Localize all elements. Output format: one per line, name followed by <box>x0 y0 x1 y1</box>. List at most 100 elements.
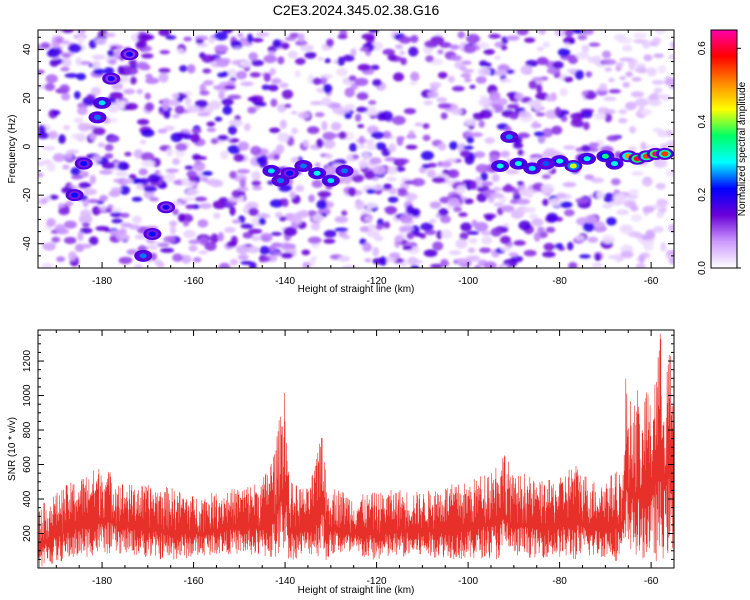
spectrogram-noise-cell <box>546 212 559 223</box>
spectrogram-feature-core <box>139 253 147 259</box>
spectrogram-noise-cell <box>236 186 249 192</box>
spectrogram-y-tick-label: 20 <box>22 92 33 104</box>
spectrogram-noise-cell <box>423 249 438 257</box>
spectrogram-noise-cell <box>414 122 423 127</box>
spectrogram-noise-cell <box>459 150 471 158</box>
spectrogram-noise-cell <box>574 69 584 80</box>
spectrogram-noise-cell <box>140 34 155 41</box>
spectrogram-noise-cell <box>641 234 652 241</box>
spectrogram-noise-cell <box>407 256 418 266</box>
spectrogram-noise-cell <box>368 30 379 34</box>
spectrogram-noise-cell <box>192 256 202 263</box>
spectrogram-x-ticks: -180 -160 -140 -120 -100 -80 -60 <box>55 30 675 287</box>
spectrogram-noise-cell <box>447 169 460 179</box>
spectrogram-noise-cell <box>188 175 198 182</box>
spectrogram-noise-cell <box>398 36 412 44</box>
spectrogram-noise-cell <box>387 165 398 175</box>
spectrogram-noise-cell <box>213 85 223 90</box>
spectrogram-noise-cell <box>316 199 328 210</box>
spectrogram-noise-cell <box>239 178 246 188</box>
spectrogram-noise-cell <box>76 133 87 142</box>
spectrogram-noise-cell <box>157 128 168 134</box>
spectrogram-noise-cell <box>291 127 299 135</box>
spectrogram-noise-cell <box>492 186 502 192</box>
spectrogram-noise-cell <box>284 103 292 108</box>
spectrogram-noise-cell <box>541 174 551 180</box>
spectrogram-noise-cell <box>190 133 201 143</box>
spectrogram-noise-cell <box>93 68 106 75</box>
spectrogram-noise-cell <box>294 57 306 65</box>
spectrogram-feature-core <box>569 163 577 169</box>
spectrogram-noise-cell <box>622 82 631 88</box>
spectrogram-noise-cell <box>61 92 71 101</box>
spectrogram-noise-cell <box>41 197 48 205</box>
spectrogram-noise-cell <box>77 231 84 241</box>
spectrogram-noise-cell <box>464 131 473 137</box>
spectrogram-noise-cell <box>40 42 51 49</box>
spectrogram-noise-cell <box>38 124 46 135</box>
spectrogram-noise-cell <box>218 262 231 268</box>
spectrogram-noise-cell <box>453 206 462 213</box>
spectrogram-noise-cell <box>248 228 263 235</box>
spectrogram-noise-cell <box>347 187 357 197</box>
spectrogram-noise-cell <box>372 165 386 175</box>
spectrogram-noise-cell <box>308 194 315 203</box>
spectrogram-noise-cell <box>665 169 674 178</box>
spectrogram-noise-cell <box>334 216 349 223</box>
spectrogram-noise-cell <box>554 243 564 250</box>
spectrogram-noise-cell <box>203 80 214 86</box>
spectrogram-feature-core <box>93 114 101 120</box>
spectrogram-noise-cell <box>508 252 519 257</box>
spectrogram-noise-cell <box>449 141 458 150</box>
spectrogram-noise-cell <box>364 170 376 180</box>
spectrogram-noise-cell <box>230 40 242 47</box>
spectrogram-noise-cell <box>256 156 264 164</box>
spectrogram-noise-cell <box>621 45 633 52</box>
spectrogram-noise-cell <box>163 235 176 243</box>
spectrogram-feature-core <box>542 161 550 167</box>
spectrogram-noise-cell <box>213 212 221 219</box>
spectrogram-noise-cell <box>466 136 475 144</box>
spectrogram-noise-cell <box>440 258 449 267</box>
spectrogram-noise-cell <box>356 144 367 149</box>
spectrogram-noise-cell <box>524 37 536 43</box>
spectrogram-noise-cell <box>267 84 279 92</box>
spectrogram-noise-cell <box>397 187 408 194</box>
spectrogram-noise-cell <box>61 57 72 68</box>
spectrogram-noise-cell <box>46 162 56 172</box>
spectrogram-noise-cell <box>516 30 529 36</box>
spectrogram-noise-cell <box>295 40 308 46</box>
spectrogram-noise-cell <box>108 117 118 123</box>
spectrogram-noise-cell <box>91 60 101 71</box>
spectrogram-noise-cell <box>321 97 332 107</box>
spectrogram-noise-cell <box>261 84 270 91</box>
spectrogram-noise-cell <box>531 218 543 223</box>
spectrogram-noise-cell <box>199 83 207 92</box>
spectrogram-feature-core <box>611 161 619 167</box>
spectrogram-noise-cell <box>231 219 241 224</box>
spectrogram-noise-cell <box>201 176 209 183</box>
spectrogram-noise-cell <box>436 96 448 103</box>
spectrogram-noise-cell <box>210 233 219 244</box>
spectrogram-noise-cell <box>575 52 590 60</box>
spectrogram-noise-cell <box>458 212 468 217</box>
spectrogram-noise-cell <box>455 238 468 249</box>
spectrogram-noise-cell <box>110 211 123 218</box>
spectrogram-noise-cell <box>640 141 647 151</box>
spectrogram-noise-cell <box>653 53 665 59</box>
spectrogram-noise-cell <box>489 192 504 199</box>
spectrogram-noise-cell <box>583 121 590 131</box>
spectrogram-noise-cell <box>300 44 314 52</box>
spectrogram-feature-core <box>162 204 170 210</box>
spectrogram-noise-cell <box>514 92 524 101</box>
spectrogram-noise-cell <box>588 142 600 148</box>
spectrogram-noise-cell <box>439 42 452 48</box>
spectrogram-noise-cell <box>546 67 561 75</box>
spectrogram-noise-cell <box>518 110 531 119</box>
spectrogram-noise-cell <box>500 264 508 268</box>
spectrogram-feature-core <box>556 158 564 164</box>
spectrogram-noise-cell <box>194 155 208 161</box>
spectrogram-noise-cell <box>668 257 674 265</box>
spectrogram-noise-cell <box>545 94 554 102</box>
spectrogram-noise-cell <box>533 131 545 137</box>
